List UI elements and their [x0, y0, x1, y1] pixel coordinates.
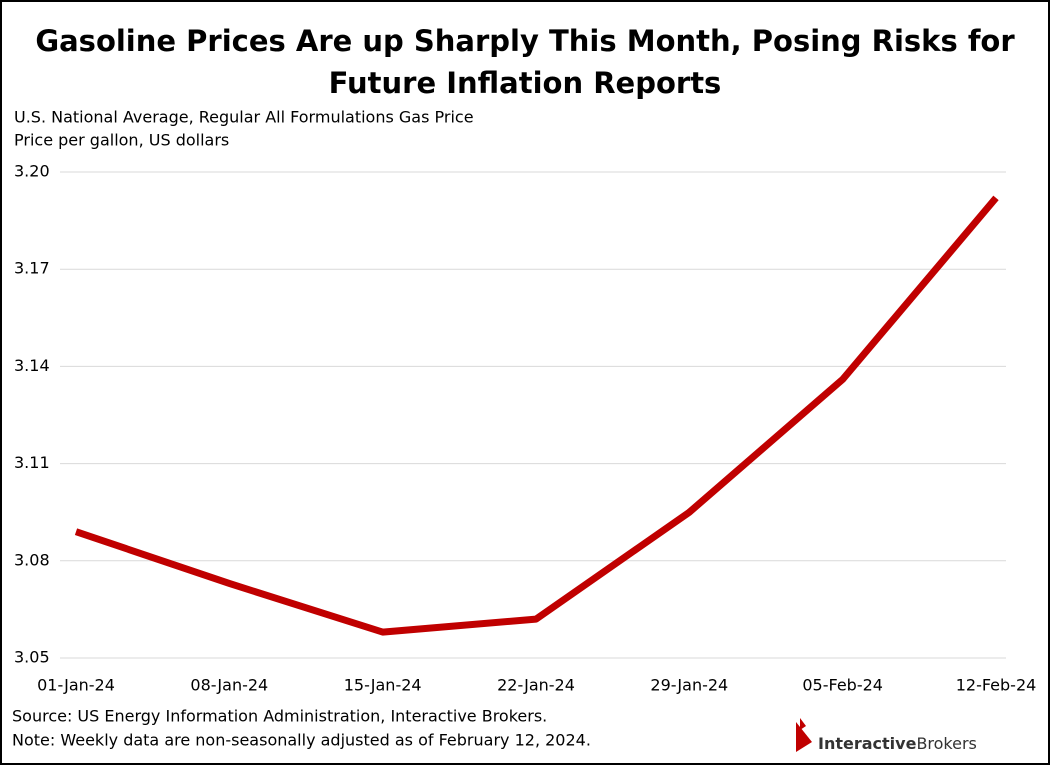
y-tick-label: 3.08	[14, 550, 50, 569]
subtitle: U.S. National Average, Regular All Formu…	[14, 108, 474, 127]
y-tick-label: 3.14	[14, 356, 50, 375]
source: Source: US Energy Information Administra…	[12, 707, 547, 726]
logo-text: InteractiveBrokers	[818, 734, 977, 753]
logo: InteractiveBrokers	[796, 718, 977, 753]
y-tick-label: 3.20	[14, 162, 50, 181]
x-tick-label: 08-Jan-24	[190, 676, 268, 695]
chart-title: Gasoline Prices Are up Sharply This Mont…	[35, 24, 1015, 100]
y-tick-label: 3.05	[14, 648, 50, 667]
logo-first: Interactive	[818, 734, 917, 753]
logo-second: Brokers	[916, 734, 976, 753]
y-axis-label: Price per gallon, US dollars	[14, 131, 229, 150]
y-tick-label: 3.11	[14, 453, 50, 472]
x-tick-label: 05-Feb-24	[802, 676, 883, 695]
series-line	[74, 195, 999, 636]
y-tick-label: 3.17	[14, 259, 50, 278]
logo-icon	[800, 718, 806, 730]
x-tick-label: 15-Jan-24	[344, 676, 422, 695]
x-tick-label: 01-Jan-24	[37, 676, 115, 695]
note: Note: Weekly data are non-seasonally adj…	[12, 731, 591, 750]
x-tick-label: 29-Jan-24	[650, 676, 728, 695]
x-tick-label: 22-Jan-24	[497, 676, 575, 695]
x-tick-label: 12-Feb-24	[956, 676, 1037, 695]
